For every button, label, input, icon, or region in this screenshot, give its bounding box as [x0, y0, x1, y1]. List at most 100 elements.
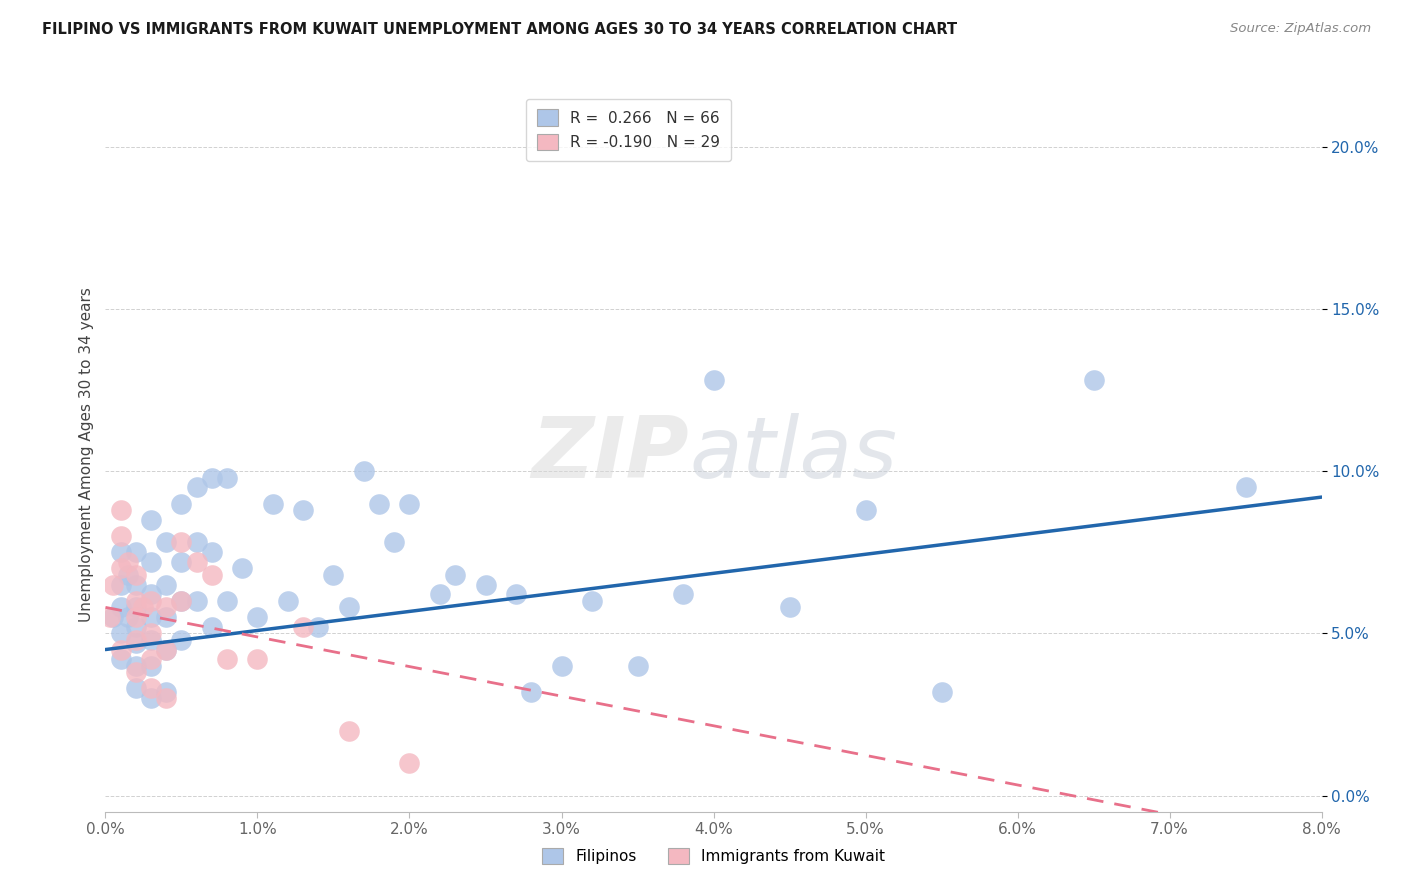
Point — [444, 568, 467, 582]
Point — [125, 568, 148, 582]
Point — [101, 577, 124, 591]
Point — [139, 626, 162, 640]
Point — [186, 594, 208, 608]
Point — [337, 600, 360, 615]
Text: FILIPINO VS IMMIGRANTS FROM KUWAIT UNEMPLOYMENT AMONG AGES 30 TO 34 YEARS CORREL: FILIPINO VS IMMIGRANTS FROM KUWAIT UNEMP… — [42, 22, 957, 37]
Point — [382, 535, 405, 549]
Point — [110, 545, 132, 559]
Point — [139, 610, 162, 624]
Point — [139, 587, 162, 601]
Point — [201, 568, 224, 582]
Point — [101, 610, 124, 624]
Y-axis label: Unemployment Among Ages 30 to 34 years: Unemployment Among Ages 30 to 34 years — [79, 287, 94, 623]
Point — [125, 600, 148, 615]
Point — [186, 555, 208, 569]
Point — [353, 464, 375, 478]
Point — [292, 620, 315, 634]
Point — [779, 600, 801, 615]
Point — [110, 652, 132, 666]
Point — [170, 594, 193, 608]
Text: ZIP: ZIP — [531, 413, 689, 497]
Point — [125, 665, 148, 680]
Point — [155, 691, 177, 706]
Point — [125, 594, 148, 608]
Point — [155, 577, 177, 591]
Point — [98, 610, 121, 624]
Point — [117, 610, 139, 624]
Point — [217, 652, 239, 666]
Point — [170, 497, 193, 511]
Point — [262, 497, 284, 511]
Point — [110, 529, 132, 543]
Point — [125, 545, 148, 559]
Point — [626, 658, 648, 673]
Point — [931, 684, 953, 698]
Legend: Filipinos, Immigrants from Kuwait: Filipinos, Immigrants from Kuwait — [534, 840, 893, 871]
Point — [155, 535, 177, 549]
Point — [139, 652, 162, 666]
Point — [170, 594, 193, 608]
Point — [474, 577, 496, 591]
Point — [201, 620, 224, 634]
Point — [110, 577, 132, 591]
Point — [110, 561, 132, 575]
Point — [125, 636, 148, 650]
Point — [186, 535, 208, 549]
Point — [155, 642, 177, 657]
Point — [170, 535, 193, 549]
Point — [581, 594, 603, 608]
Point — [170, 555, 193, 569]
Point — [125, 610, 148, 624]
Point — [110, 626, 132, 640]
Point — [125, 632, 148, 647]
Point — [246, 652, 269, 666]
Point — [125, 658, 148, 673]
Point — [110, 503, 132, 517]
Point — [139, 594, 162, 608]
Point — [855, 503, 877, 517]
Point — [307, 620, 329, 634]
Point — [1083, 373, 1105, 387]
Point — [125, 681, 148, 696]
Point — [139, 555, 162, 569]
Point — [292, 503, 315, 517]
Point — [139, 658, 162, 673]
Point — [368, 497, 391, 511]
Point — [201, 545, 224, 559]
Point — [170, 632, 193, 647]
Point — [139, 681, 162, 696]
Point — [139, 632, 162, 647]
Point — [110, 600, 132, 615]
Point — [117, 568, 139, 582]
Point — [550, 658, 572, 673]
Point — [505, 587, 527, 601]
Text: Source: ZipAtlas.com: Source: ZipAtlas.com — [1230, 22, 1371, 36]
Point — [155, 684, 177, 698]
Point — [155, 600, 177, 615]
Point — [246, 610, 269, 624]
Point — [110, 642, 132, 657]
Point — [398, 756, 420, 770]
Point — [520, 684, 543, 698]
Point — [155, 610, 177, 624]
Point — [429, 587, 451, 601]
Point — [398, 497, 420, 511]
Point — [132, 600, 155, 615]
Point — [139, 691, 162, 706]
Point — [231, 561, 253, 575]
Point — [337, 723, 360, 738]
Point — [139, 513, 162, 527]
Point — [155, 642, 177, 657]
Point — [217, 470, 239, 484]
Point — [672, 587, 695, 601]
Point — [125, 577, 148, 591]
Point — [201, 470, 224, 484]
Point — [186, 480, 208, 494]
Point — [125, 620, 148, 634]
Point — [277, 594, 299, 608]
Point — [322, 568, 344, 582]
Text: atlas: atlas — [689, 413, 897, 497]
Point — [1234, 480, 1257, 494]
Point — [702, 373, 725, 387]
Point — [217, 594, 239, 608]
